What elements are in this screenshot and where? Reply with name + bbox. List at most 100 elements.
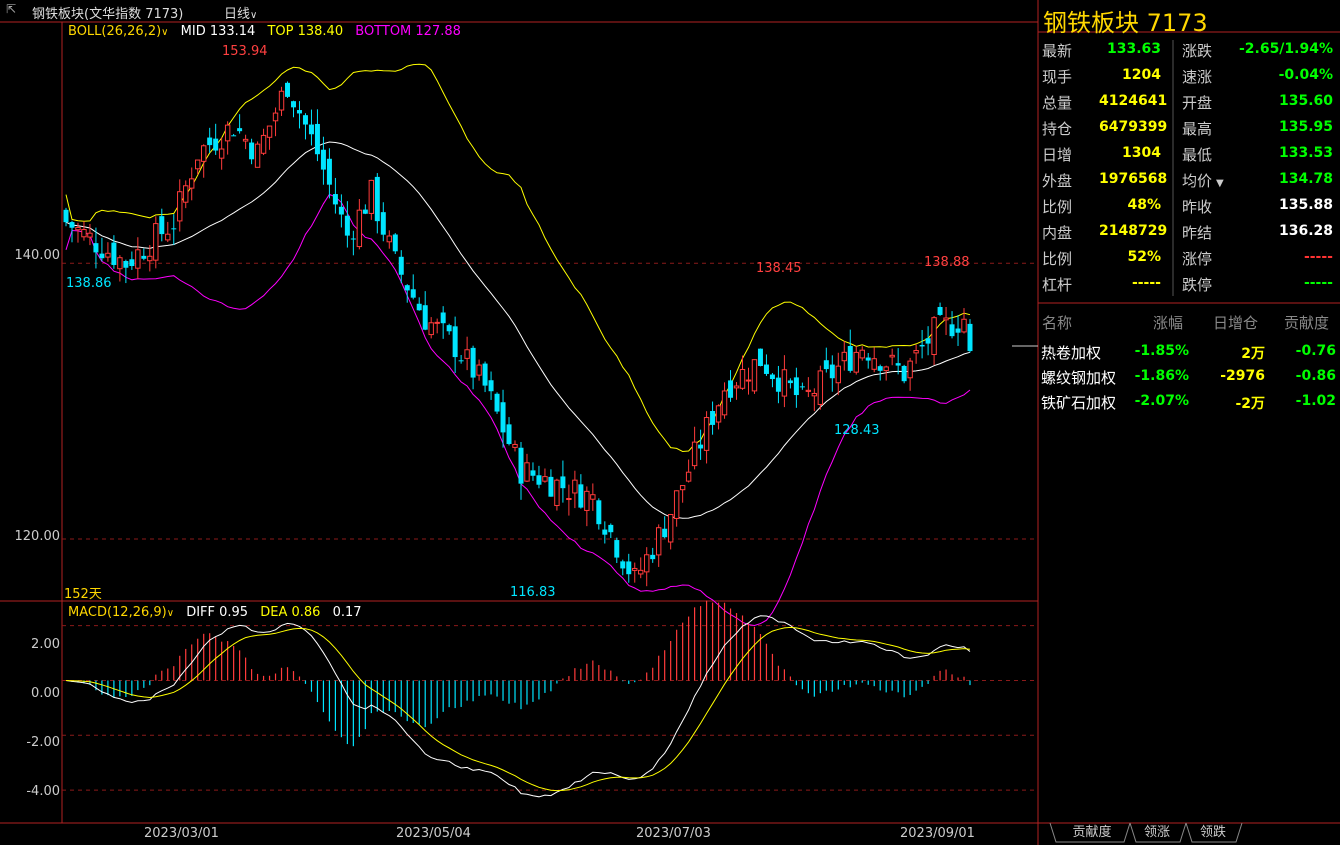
candle-body xyxy=(596,500,602,525)
candle-body xyxy=(189,178,195,189)
candle-body xyxy=(626,561,632,575)
y-tick-label: -2.00 xyxy=(26,735,60,750)
candle-body xyxy=(620,561,626,569)
candle-body xyxy=(811,392,818,397)
contrib-name[interactable]: 铁矿石加权 xyxy=(1041,394,1117,412)
candle-body xyxy=(380,212,386,235)
candle-body xyxy=(213,138,219,151)
menu-dropdown-icon[interactable]: ⇱ xyxy=(6,2,17,16)
candle-body xyxy=(272,112,279,122)
x-tick-label: 2023/07/03 xyxy=(636,826,711,841)
candle-body xyxy=(434,321,440,324)
candle-body xyxy=(200,145,207,162)
candle-body xyxy=(943,317,949,321)
y-tick-label: 120.00 xyxy=(14,529,61,544)
candle-body xyxy=(644,554,650,573)
boll-mid: MID 133.14 xyxy=(180,24,256,39)
candle-body xyxy=(416,303,422,311)
macd-value: 0.17 xyxy=(332,605,362,620)
candle-body xyxy=(685,471,692,482)
days-count: 152天 xyxy=(64,587,102,602)
quote-label: 最高 xyxy=(1182,120,1213,138)
boll-name[interactable]: BOLL(26,26,2) xyxy=(68,24,162,39)
candle-body xyxy=(859,349,865,359)
tab-leading-losers[interactable]: 领跌 xyxy=(1199,825,1226,840)
candle-body xyxy=(374,176,380,222)
macd-name[interactable]: MACD(12,26,9) xyxy=(68,605,167,620)
y-tick-label: 140.00 xyxy=(14,248,61,263)
candle-body xyxy=(183,185,189,203)
boll-legend: BOLL(26,26,2)∨ MID 133.14 TOP 138.40 BOT… xyxy=(68,24,461,39)
contrib-change: -1.86% xyxy=(1134,368,1189,384)
candle-body xyxy=(548,476,554,497)
candle-body xyxy=(470,347,476,378)
candle-body xyxy=(566,498,572,501)
candle-body xyxy=(362,209,368,214)
candle-body xyxy=(63,209,69,223)
candle-body xyxy=(823,360,829,370)
contrib-name[interactable]: 螺纹钢加权 xyxy=(1041,369,1117,387)
quote-value: 133.53 xyxy=(1278,145,1333,161)
candle-body xyxy=(650,554,656,560)
low-annotation: 116.83 xyxy=(510,585,556,600)
tab-contribution[interactable]: 贡献度 xyxy=(1072,825,1112,840)
candle-body xyxy=(458,360,464,362)
candle-body xyxy=(614,540,620,558)
tab-outline xyxy=(1049,822,1131,843)
candle-body xyxy=(422,305,428,330)
candle-body xyxy=(171,228,177,230)
candle-body xyxy=(129,259,135,267)
boll-bottom: BOTTOM 127.88 xyxy=(355,24,461,39)
quote-label: 速涨 xyxy=(1182,68,1213,86)
candle-body xyxy=(123,260,129,268)
candle-body xyxy=(691,441,698,467)
high-annotation: 138.88 xyxy=(924,255,970,270)
candle-body xyxy=(81,229,87,238)
candle-body xyxy=(841,351,847,362)
candle-body xyxy=(135,249,141,269)
candle-body xyxy=(159,216,165,235)
candle-body xyxy=(254,143,261,168)
macd-dea: DEA 0.86 xyxy=(260,605,321,620)
contrib-header: 日增仓 xyxy=(1213,314,1259,332)
candle-body xyxy=(715,405,722,423)
candle-body xyxy=(446,325,452,332)
candle-body xyxy=(775,377,781,392)
contrib-value: -0.86 xyxy=(1295,368,1336,384)
candle-body xyxy=(344,215,350,236)
boll-top-line xyxy=(65,63,971,453)
candle-body xyxy=(260,134,267,154)
candle-body xyxy=(787,380,793,384)
period-selector[interactable]: 日线∨ xyxy=(224,3,257,22)
quote-label: 比例 xyxy=(1042,198,1073,216)
candle-body xyxy=(554,479,560,507)
contrib-header: 贡献度 xyxy=(1284,314,1330,332)
contrib-header: 涨幅 xyxy=(1153,314,1184,332)
quote-label: 均价 xyxy=(1182,172,1213,190)
candle-body xyxy=(578,484,584,508)
tab-leading-gainers[interactable]: 领涨 xyxy=(1143,825,1170,840)
caret-down-icon[interactable]: ▼ xyxy=(1216,178,1224,189)
candle-body xyxy=(667,513,674,543)
candle-body xyxy=(853,351,859,373)
high-annotation: 138.45 xyxy=(756,261,802,276)
quote-value: 135.60 xyxy=(1278,93,1333,109)
candle-body xyxy=(638,569,644,575)
contrib-change: -1.85% xyxy=(1134,343,1189,359)
candle-body xyxy=(955,328,961,333)
contrib-name[interactable]: 热卷加权 xyxy=(1041,344,1102,362)
quote-value: ----- xyxy=(1131,275,1161,291)
candle-body xyxy=(177,191,183,222)
tab-outline xyxy=(1185,822,1243,843)
quote-title: 钢铁板块 7173 xyxy=(1043,9,1208,37)
candle-body xyxy=(733,385,740,389)
candle-body xyxy=(153,223,159,261)
candle-body xyxy=(632,567,638,571)
quote-value: 6479399 xyxy=(1099,119,1168,135)
candle-body xyxy=(536,475,542,485)
candle-body xyxy=(326,158,332,185)
macd-legend: MACD(12,26,9)∨ DIFF 0.95 DEA 0.86 0.17 xyxy=(68,605,362,620)
quote-label: 涨跌 xyxy=(1182,42,1213,60)
contrib-value: -1.02 xyxy=(1295,393,1336,409)
